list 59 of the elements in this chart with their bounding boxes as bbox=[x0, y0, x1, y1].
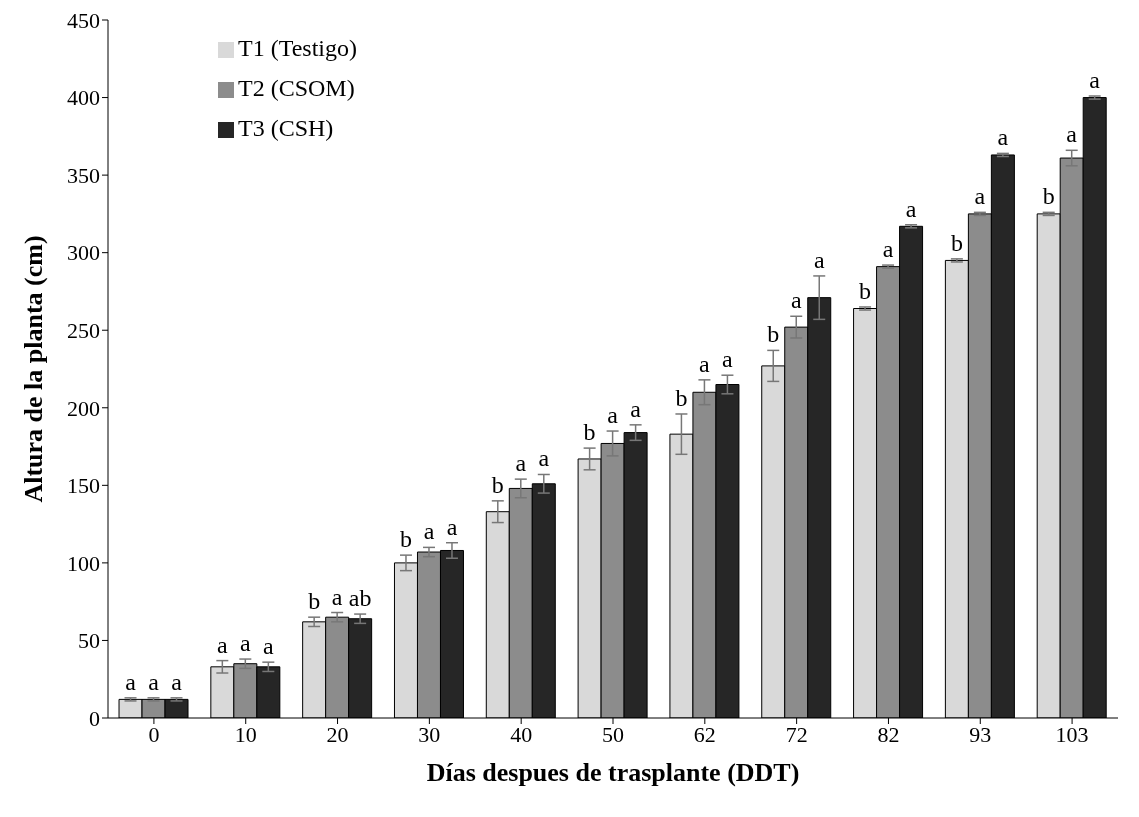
data-label: b bbox=[675, 384, 688, 411]
x-tick-label: 10 bbox=[234, 721, 257, 747]
y-tick-label: 400 bbox=[67, 85, 100, 111]
data-label: a bbox=[997, 124, 1009, 151]
data-label: a bbox=[813, 246, 825, 273]
x-tick-label: 82 bbox=[877, 721, 900, 747]
x-tick-label: 0 bbox=[148, 721, 160, 747]
y-tick-label: 150 bbox=[67, 473, 100, 499]
data-label: a bbox=[331, 583, 343, 610]
x-tick-label: 50 bbox=[602, 721, 624, 747]
y-tick-label: 250 bbox=[67, 318, 100, 344]
data-label: a bbox=[1089, 67, 1101, 93]
data-label: a bbox=[974, 183, 986, 210]
x-tick-label: 72 bbox=[785, 721, 808, 747]
data-label: b bbox=[767, 321, 780, 348]
data-label: ab bbox=[348, 585, 372, 612]
y-tick-label: 300 bbox=[67, 240, 100, 266]
legend-label: T1 (Testigo) bbox=[238, 35, 357, 61]
data-label: b bbox=[491, 471, 504, 498]
data-label: b bbox=[950, 229, 963, 256]
data-label: a bbox=[171, 668, 183, 695]
data-label: b bbox=[1042, 183, 1055, 210]
y-tick-label: 350 bbox=[67, 162, 100, 188]
x-axis-title: Días despues de trasplante (DDT) bbox=[426, 758, 800, 788]
y-tick-label: 200 bbox=[67, 395, 100, 421]
data-label: a bbox=[240, 630, 252, 657]
data-label: a bbox=[607, 402, 619, 429]
data-label: a bbox=[699, 350, 711, 377]
data-label: a bbox=[263, 633, 275, 660]
data-label: a bbox=[217, 631, 229, 658]
x-tick-label: 62 bbox=[693, 721, 716, 747]
y-axis-title: Altura de la planta (cm) bbox=[19, 235, 49, 503]
data-label: a bbox=[905, 195, 917, 222]
data-label: b bbox=[583, 419, 596, 446]
x-tick-label: 103 bbox=[1055, 721, 1089, 747]
data-label: a bbox=[515, 450, 527, 477]
x-tick-label: 30 bbox=[418, 721, 441, 747]
y-tick-label: 0 bbox=[89, 705, 100, 731]
data-label: a bbox=[538, 445, 550, 472]
data-label: b bbox=[859, 277, 872, 304]
data-label: a bbox=[882, 236, 894, 263]
x-tick-label: 40 bbox=[510, 721, 533, 747]
data-label: a bbox=[446, 513, 458, 540]
data-label: a bbox=[722, 346, 734, 373]
x-tick-label: 93 bbox=[969, 721, 992, 747]
data-label: a bbox=[790, 287, 802, 314]
data-label: a bbox=[125, 668, 137, 695]
data-label: a bbox=[630, 395, 642, 422]
y-tick-label: 450 bbox=[67, 7, 100, 33]
legend-label: T2 (CSOM) bbox=[238, 75, 355, 101]
x-tick-label: 20 bbox=[326, 721, 349, 747]
data-label: b bbox=[399, 526, 412, 553]
data-label: a bbox=[423, 518, 435, 545]
y-tick-label: 50 bbox=[78, 628, 100, 654]
y-tick-label: 100 bbox=[67, 550, 100, 576]
data-label: a bbox=[148, 668, 160, 695]
data-label: b bbox=[308, 588, 321, 615]
data-label: a bbox=[1066, 121, 1078, 148]
legend-label: T3 (CSH) bbox=[238, 115, 334, 141]
